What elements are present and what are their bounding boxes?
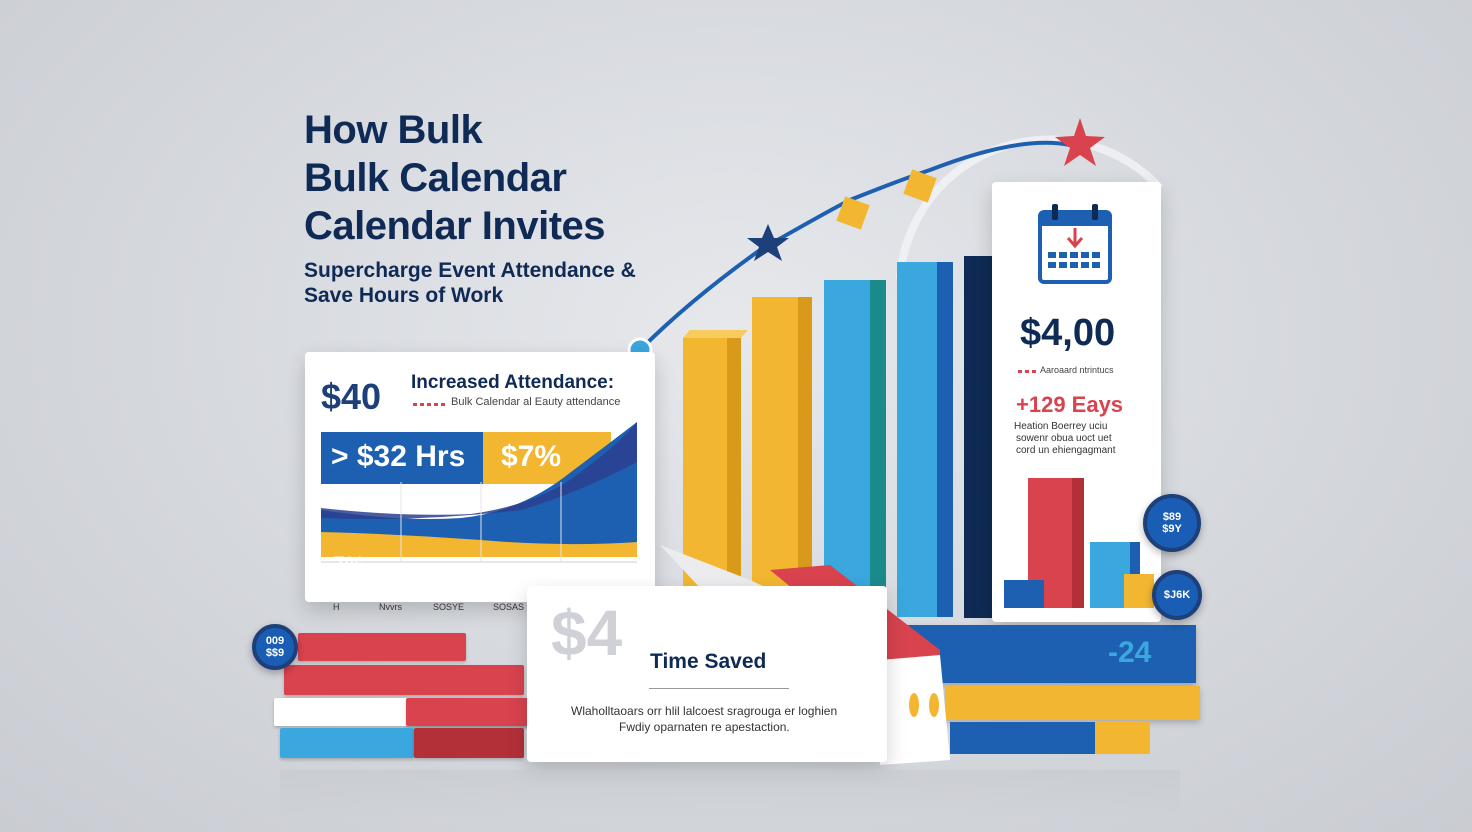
book-red-2 (284, 665, 524, 695)
book-dark-red (414, 728, 524, 758)
attendance-price: $40 (321, 376, 382, 417)
star-icon (747, 224, 789, 261)
stat-percent: $7% (501, 440, 562, 473)
bar-light-blue-side (870, 280, 886, 615)
results-caption: Aaroaard ntrintucs (1040, 365, 1114, 375)
bar-yellow-1-top (683, 330, 748, 338)
badge-icon-left: 009 $$9 (252, 624, 298, 670)
diamond-marker (836, 196, 870, 230)
area-label: 7% (333, 552, 365, 577)
mini-bar-yellow (1124, 574, 1154, 608)
axis-label-2: Nvvrs (379, 602, 402, 612)
blue-slab (950, 722, 1095, 754)
bar-blue-side (937, 262, 953, 617)
bar-navy (964, 256, 992, 618)
results-card: $4,00 Aaroaard ntrintucs +129 Eays Heati… (992, 182, 1161, 622)
time-saved-card: $4 Time Saved Wlaholltaoars orr hlil lal… (527, 586, 887, 762)
bar-light-blue (824, 280, 870, 615)
results-desc-3: cord un ehiengagmant (1016, 445, 1116, 456)
bar-yellow-2 (752, 297, 798, 587)
diamond-marker (903, 169, 937, 203)
time-desc-2: Fwdiy oparnaten re apestaction. (619, 720, 790, 734)
mini-bar-blue (1004, 580, 1044, 608)
subheading-line-1: Supercharge Event Attendance & (304, 259, 636, 282)
book-blue (280, 728, 414, 758)
attendance-title: Increased Attendance: (411, 372, 615, 393)
star-icon (1055, 118, 1105, 166)
time-divider (649, 688, 789, 689)
stat-hours: > $32 Hrs (331, 440, 466, 473)
bar-yellow-2-side (798, 297, 812, 587)
mini-bar-red-side (1072, 478, 1084, 608)
blue-block-label: -24 (1108, 636, 1152, 669)
heading-line-1: How Bulk (304, 108, 483, 152)
yellow-block (945, 686, 1200, 720)
heading-line-2: Bulk Calendar (304, 156, 567, 200)
dots-divider (1018, 370, 1036, 373)
time-big-value: $4 (551, 597, 623, 669)
yellow-slab (1095, 722, 1150, 754)
stat-box-blue (321, 432, 483, 484)
bar-yellow-1-side (727, 337, 741, 587)
attendance-card: $40 Increased Attendance: Bulk Calendar … (305, 352, 655, 612)
book-red-1 (298, 633, 466, 661)
axis-label-3: SOSYE (433, 602, 465, 612)
time-title: Time Saved (650, 650, 767, 673)
results-highlight: +129 Eays (1016, 392, 1124, 417)
trend-line (627, 118, 1105, 363)
badge-icon-right-top: $89 $9Y (1143, 494, 1201, 552)
bar-blue (897, 262, 937, 617)
time-desc-1: Wlaholltaoars orr hlil lalcoest sragroug… (571, 704, 838, 718)
mini-bar-light-blue (1090, 542, 1130, 608)
results-price: $4,00 (1020, 312, 1116, 354)
heading-line-3: Calendar Invites (304, 204, 606, 248)
results-desc-2: sowenr obua uoct uet (1016, 433, 1112, 444)
results-desc-1: Heation Boerrey uciu (1014, 421, 1108, 432)
axis-label-4: SOSAS (493, 602, 525, 612)
dots-divider (413, 403, 445, 406)
subheading-line-2: Save Hours of Work (304, 284, 504, 307)
down-arrow-icon (1066, 228, 1084, 249)
floor-reflection (280, 770, 1180, 820)
blue-block (900, 625, 1196, 683)
bar-yellow-1 (683, 337, 727, 587)
attendance-subtitle: Bulk Calendar al Eauty attendance (451, 396, 621, 408)
badge-icon-right-bottom: $J6K (1152, 570, 1202, 620)
area-chart (321, 422, 637, 563)
calendar-icon (1038, 204, 1112, 284)
axis-label-1: H (333, 602, 340, 612)
